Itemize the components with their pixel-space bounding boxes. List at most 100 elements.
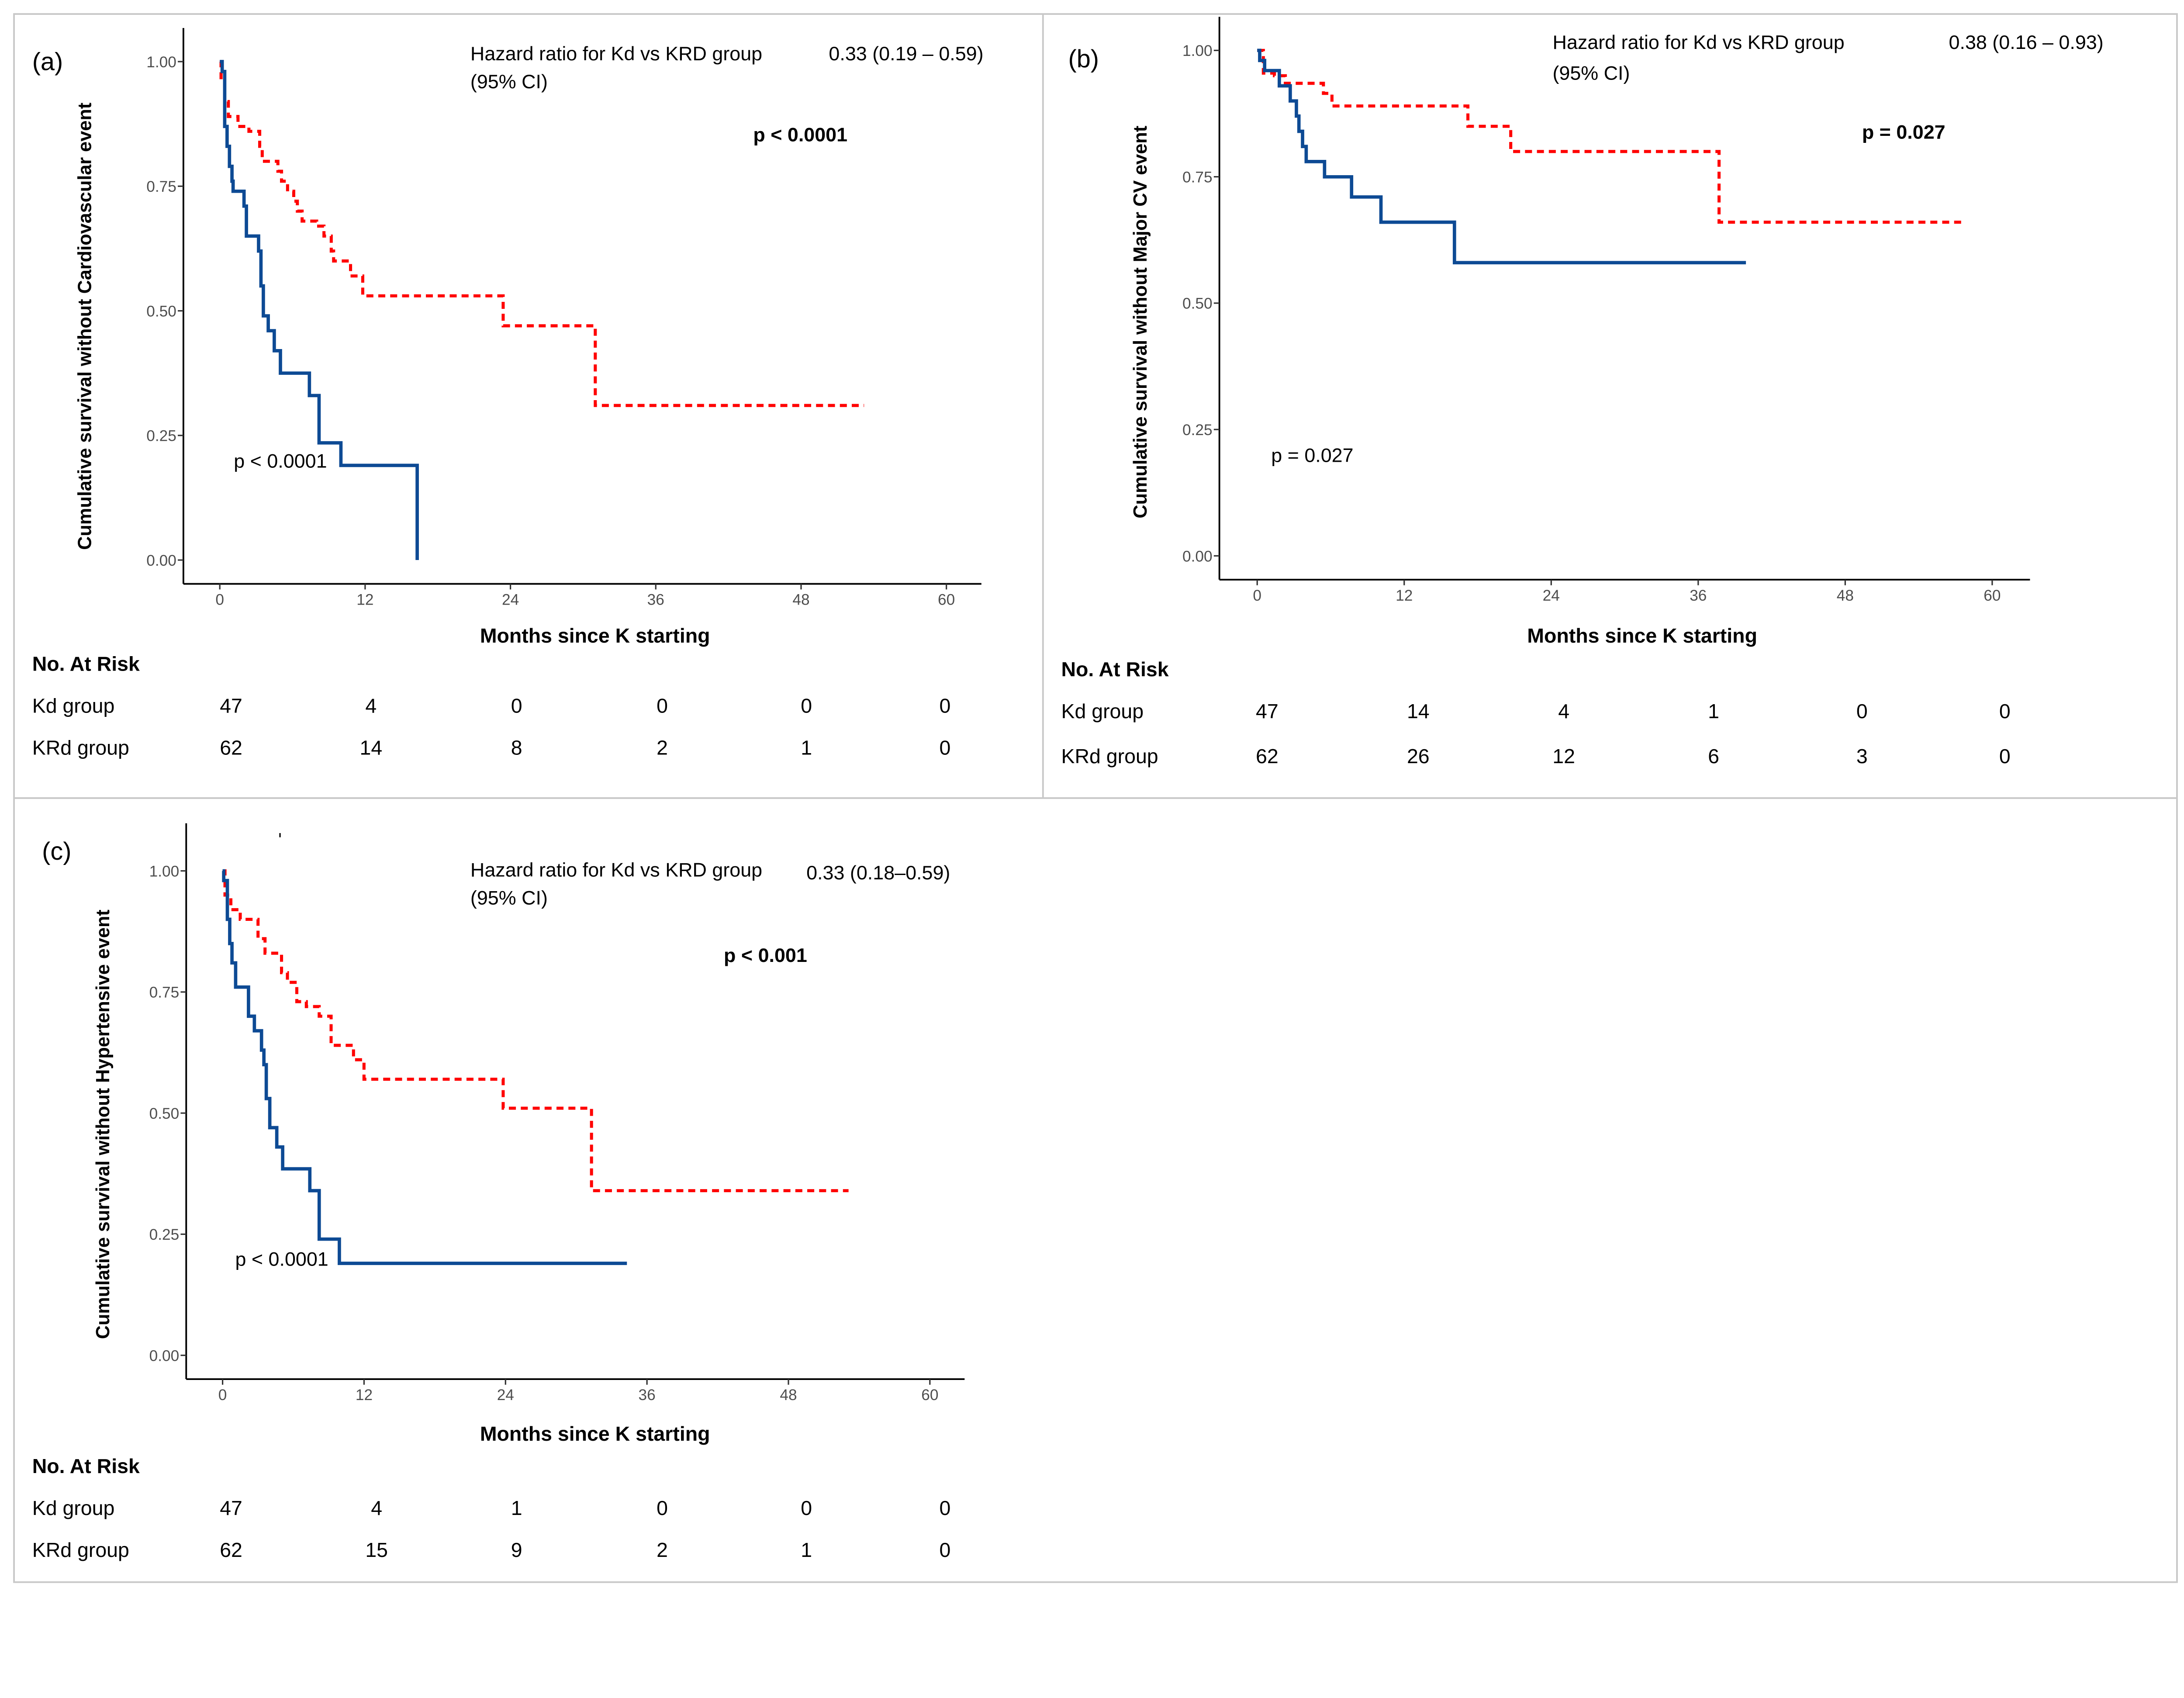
x-tick-label: 12 (356, 591, 373, 609)
survival-curve-kd (220, 60, 419, 560)
risk-count: 3 (1856, 745, 1868, 768)
x-tick-label: 36 (639, 1387, 656, 1404)
x-tick-label: 48 (1837, 587, 1854, 604)
risk-count: 0 (801, 1497, 812, 1519)
risk-count: 0 (1856, 700, 1868, 723)
panel-label: (a) (32, 48, 63, 76)
hazard-ratio-label: Hazard ratio for Kd vs KRD group (1552, 31, 1844, 53)
risk-count: 1 (801, 737, 812, 759)
hazard-ratio-value: 0.38 (0.16 – 0.93) (1949, 31, 2104, 53)
y-axis-title: Cumulative survival without Cardiovascul… (74, 103, 95, 550)
panel-a: (a) Hazard ratio for Kd vs KRD group (95… (32, 42, 984, 759)
y-tick-label: 1.00 (1182, 42, 1213, 59)
risk-count: 4 (365, 694, 377, 717)
kaplan-meier-figure: (a) Hazard ratio for Kd vs KRD group (95… (13, 13, 2178, 1583)
p-value-bold: p = 0.027 (1862, 121, 1946, 143)
risk-count: 47 (220, 694, 242, 717)
risk-count: 0 (940, 1539, 951, 1561)
risk-count: 0 (511, 694, 522, 717)
y-tick-label: 0.00 (1182, 548, 1213, 565)
x-tick-label: 36 (1690, 587, 1707, 604)
risk-count: 47 (1256, 700, 1279, 723)
x-tick-label: 48 (780, 1387, 797, 1404)
panel-label: (b) (1068, 45, 1099, 73)
x-tick-label: 0 (218, 1387, 227, 1404)
y-tick-label: 0.75 (1182, 169, 1213, 186)
x-tick-label: 0 (215, 591, 224, 609)
risk-row-label-kd: Kd group (32, 694, 115, 717)
risk-row-label-krd: KRd group (32, 1539, 129, 1561)
risk-count: 9 (511, 1539, 522, 1561)
y-tick-label: 0.50 (1182, 295, 1213, 312)
x-tick-label: 24 (502, 591, 519, 609)
p-value-bold: p < 0.001 (724, 944, 807, 966)
survival-curve-krd (1257, 48, 1963, 224)
x-tick-label: 60 (921, 1387, 938, 1404)
panel-c: (c) Hazard ratio for Kd vs KRD group (95… (32, 833, 950, 1561)
risk-count: 62 (1256, 745, 1279, 768)
risk-count: 0 (657, 1497, 668, 1519)
y-tick-label: 0.00 (146, 552, 176, 569)
p-value-bold: p < 0.0001 (753, 124, 847, 146)
ci-label: (95% CI) (470, 887, 548, 909)
risk-count: 0 (657, 694, 668, 717)
risk-count: 62 (220, 737, 242, 759)
risk-count: 0 (940, 737, 951, 759)
survival-curve-krd (222, 869, 849, 1193)
y-tick-label: 0.75 (149, 984, 180, 1001)
risk-table-title: No. At Risk (32, 1455, 140, 1477)
risk-count: 12 (1552, 745, 1575, 768)
x-tick-label: 24 (497, 1387, 514, 1404)
x-tick-label: 60 (938, 591, 955, 609)
y-axis-title: Cumulative survival without Major CV eve… (1130, 126, 1151, 519)
risk-table-title: No. At Risk (32, 652, 140, 675)
y-tick-label: 0.25 (1182, 422, 1213, 439)
x-axis-title: Months since K starting (480, 1422, 710, 1445)
hazard-ratio-label: Hazard ratio for Kd vs KRD group (470, 858, 762, 881)
risk-count: 0 (940, 694, 951, 717)
panel-frames (13, 13, 2178, 1583)
risk-count: 62 (220, 1539, 242, 1561)
risk-count: 14 (360, 737, 383, 759)
x-axis-title: Months since K starting (480, 624, 710, 647)
p-value-plot: p < 0.0001 (234, 450, 327, 472)
risk-count: 0 (940, 1497, 951, 1519)
x-axis-title: Months since K starting (1527, 624, 1757, 647)
risk-count: 26 (1407, 745, 1430, 768)
y-tick-label: 0.25 (146, 428, 176, 445)
risk-count: 4 (371, 1497, 382, 1519)
risk-count: 1 (801, 1539, 812, 1561)
risk-count: 2 (657, 737, 668, 759)
risk-count: 0 (1999, 700, 2011, 723)
risk-row-label-kd: Kd group (1061, 700, 1144, 723)
x-tick-label: 60 (1984, 587, 2001, 604)
y-tick-label: 1.00 (146, 54, 176, 71)
panel-label: (c) (42, 837, 71, 865)
y-tick-label: 0.25 (149, 1226, 180, 1243)
risk-count: 1 (1708, 700, 1719, 723)
y-tick-label: 0.75 (146, 178, 176, 195)
x-tick-label: 48 (792, 591, 809, 609)
risk-row-label-kd: Kd group (32, 1497, 115, 1519)
risk-count: 15 (365, 1539, 388, 1561)
risk-count: 4 (1558, 700, 1569, 723)
p-value-plot: p = 0.027 (1271, 444, 1353, 467)
x-tick-label: 24 (1543, 587, 1560, 604)
p-value-plot: p < 0.0001 (235, 1248, 328, 1270)
hazard-ratio-value: 0.33 (0.19 – 0.59) (829, 42, 983, 65)
y-tick-label: 1.00 (149, 863, 180, 880)
y-tick-label: 0.00 (149, 1347, 180, 1364)
risk-count: 0 (801, 694, 812, 717)
risk-count: 47 (220, 1497, 242, 1519)
risk-row-label-krd: KRd group (1061, 745, 1158, 768)
y-tick-label: 0.50 (146, 303, 176, 320)
risk-count: 0 (1999, 745, 2011, 768)
survival-curve-krd (219, 60, 864, 407)
ci-label: (95% CI) (1552, 62, 1630, 84)
x-tick-label: 12 (1396, 587, 1413, 604)
x-tick-label: 36 (647, 591, 664, 609)
